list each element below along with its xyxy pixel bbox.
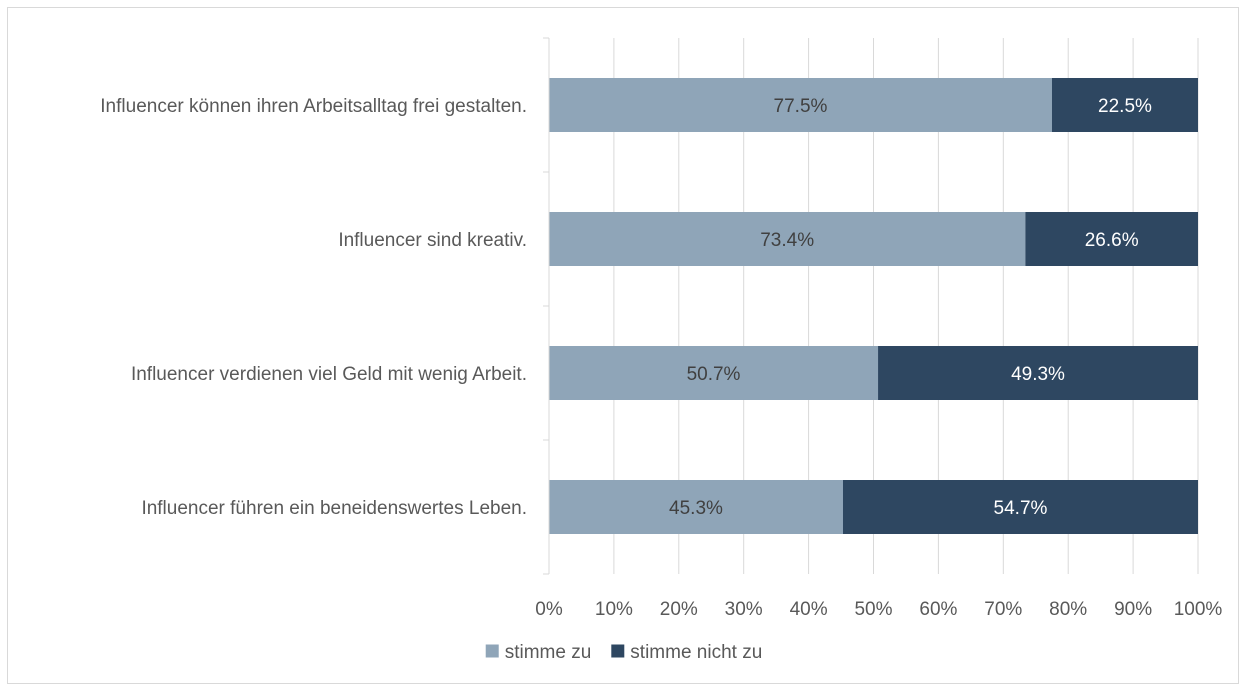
bar-value-label: 54.7% <box>994 498 1048 519</box>
x-tick-label: 100% <box>1174 599 1223 620</box>
x-tick-label: 20% <box>660 599 698 620</box>
stacked-bar-chart: 0% 10% 20% 30% 40% 50% 60% 70% 80% 90% 100% 77.5% 22… <box>100 37 1222 663</box>
legend-label-agree: stimme zu <box>505 642 592 663</box>
category-label: Influencer sind kreativ. <box>338 230 527 251</box>
category-axis <box>543 37 550 575</box>
bar-segment-agree <box>549 346 879 400</box>
x-tick-label: 60% <box>919 599 957 620</box>
legend-swatch-agree <box>485 644 499 658</box>
category-label: Influencer können ihren Arbeitsalltag fr… <box>100 96 527 117</box>
bar-value-label: 45.3% <box>669 498 723 519</box>
category-label: Influencer verdienen viel Geld mit wenig… <box>131 364 527 385</box>
x-tick-label: 70% <box>984 599 1022 620</box>
x-tick-label: 40% <box>790 599 828 620</box>
bar-value-label: 22.5% <box>1098 96 1152 117</box>
labels: 0% 10% 20% 30% 40% 50% 60% 70% 80% 90% 100% 77.5% 22… <box>100 96 1222 620</box>
bar-value-label: 50.7% <box>687 364 741 385</box>
bar-segment-disagree <box>878 346 1198 400</box>
x-tick-label: 0% <box>535 599 563 620</box>
bar-segment-agree <box>549 480 843 534</box>
x-tick-label: 90% <box>1114 599 1152 620</box>
bar-value-label: 26.6% <box>1085 230 1139 251</box>
bar-value-label: 77.5% <box>774 96 828 117</box>
x-tick-label: 50% <box>854 599 892 620</box>
x-tick-label: 10% <box>595 599 633 620</box>
bar-value-label: 73.4% <box>760 230 814 251</box>
bar-segment-disagree <box>842 480 1198 534</box>
legend-label-disagree: stimme nicht zu <box>630 642 762 663</box>
bar-value-label: 49.3% <box>1011 364 1065 385</box>
category-label: Influencer führen ein beneidenswertes Le… <box>141 498 527 519</box>
bar-segment-disagree <box>1025 212 1198 266</box>
bar-segment-agree <box>549 212 1026 266</box>
bar-segment-disagree <box>1051 78 1198 132</box>
legend: stimme zu stimme nicht zu <box>485 642 762 663</box>
chart-frame: 0% 10% 20% 30% 40% 50% 60% 70% 80% 90% 100% 77.5% 22… <box>7 7 1239 684</box>
bars <box>549 78 1198 534</box>
legend-swatch-disagree <box>611 644 625 658</box>
x-tick-label: 80% <box>1049 599 1087 620</box>
x-tick-label: 30% <box>725 599 763 620</box>
bar-segment-agree <box>549 78 1052 132</box>
